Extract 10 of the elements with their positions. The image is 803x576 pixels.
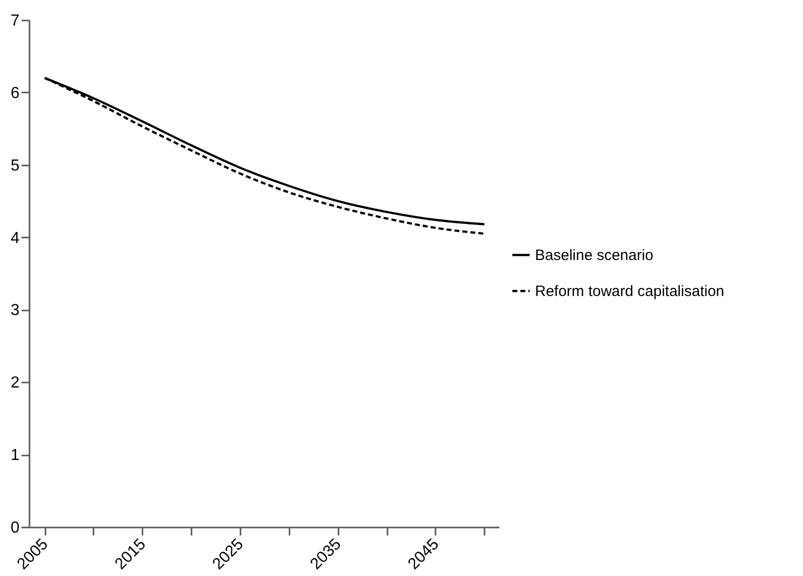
y-tick-label: 1 <box>10 447 20 464</box>
y-tick-label: 3 <box>10 302 20 320</box>
y-tick-label: 2 <box>10 374 20 392</box>
y-tick-label: 6 <box>10 84 20 102</box>
legend-label: Baseline scenario <box>535 247 654 264</box>
y-tick-label: 7 <box>10 12 20 30</box>
y-tick-label: 0 <box>10 520 20 536</box>
legend-label: Reform toward capitalisation <box>535 283 724 300</box>
y-tick-label: 4 <box>10 230 20 247</box>
y-tick-label: 5 <box>10 157 20 174</box>
